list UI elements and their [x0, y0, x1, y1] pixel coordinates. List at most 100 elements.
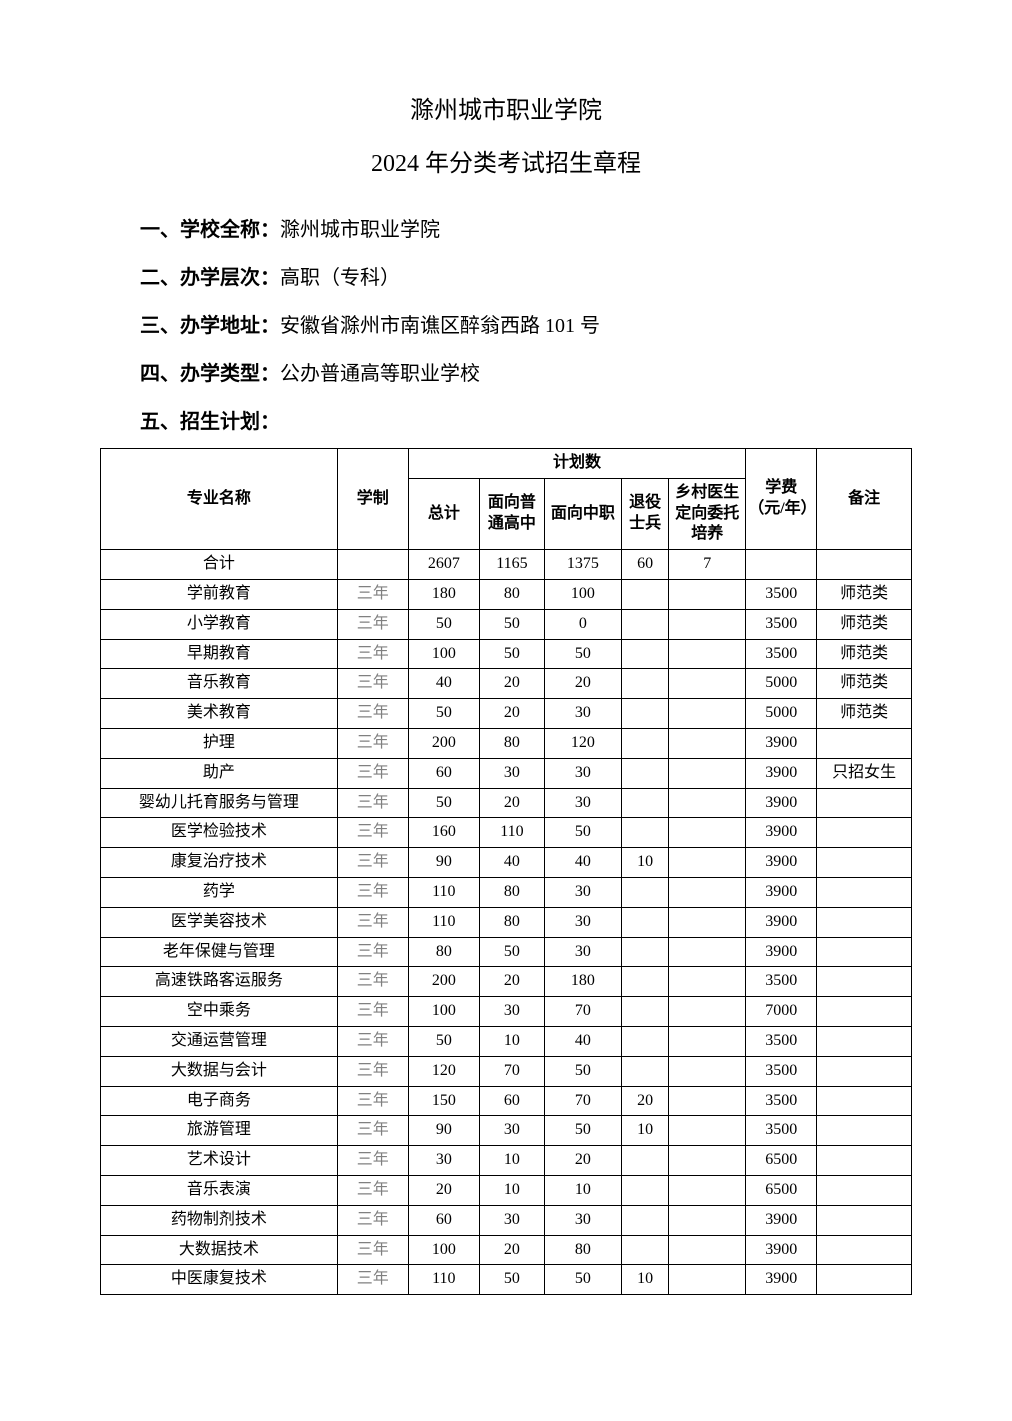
cell-fee: 3500 [746, 967, 817, 997]
header-note: 备注 [817, 449, 912, 550]
cell-zhongzhi: 20 [544, 669, 621, 699]
cell-zhongzhi: 30 [544, 877, 621, 907]
cell-zhongzhi: 50 [544, 1116, 621, 1146]
cell-fee: 3500 [746, 609, 817, 639]
table-row: 音乐表演三年2010106500 [101, 1175, 912, 1205]
cell-major: 大数据技术 [101, 1235, 338, 1265]
cell-total: 2607 [408, 550, 479, 580]
cell-rural [669, 1175, 746, 1205]
cell-gaozhong: 30 [479, 1205, 544, 1235]
section-line: 四、办学类型：公办普通高等职业学校 [100, 352, 912, 396]
cell-note: 师范类 [817, 609, 912, 639]
cell-zhongzhi: 100 [544, 579, 621, 609]
table-row: 高速铁路客运服务三年200201803500 [101, 967, 912, 997]
cell-note [817, 1116, 912, 1146]
section-label: 二、办学层次： [140, 267, 280, 289]
cell-note [817, 967, 912, 997]
cell-rural [669, 728, 746, 758]
cell-total: 100 [408, 997, 479, 1027]
cell-soldier: 10 [621, 1265, 668, 1295]
cell-soldier [621, 1056, 668, 1086]
cell-rural [669, 818, 746, 848]
cell-major: 助产 [101, 758, 338, 788]
cell-total: 150 [408, 1086, 479, 1116]
cell-total: 30 [408, 1146, 479, 1176]
cell-gaozhong: 80 [479, 907, 544, 937]
cell-fee: 3900 [746, 937, 817, 967]
cell-note: 只招女生 [817, 758, 912, 788]
cell-duration: 三年 [337, 728, 408, 758]
cell-total: 90 [408, 848, 479, 878]
cell-zhongzhi: 30 [544, 788, 621, 818]
table-row: 学前教育三年180801003500师范类 [101, 579, 912, 609]
section-value: 安徽省滁州市南谯区醉翁西路 101 号 [280, 315, 600, 337]
cell-gaozhong: 50 [479, 937, 544, 967]
cell-note: 师范类 [817, 699, 912, 729]
cell-zhongzhi: 30 [544, 937, 621, 967]
cell-fee: 3900 [746, 848, 817, 878]
cell-gaozhong: 80 [479, 728, 544, 758]
cell-major: 药物制剂技术 [101, 1205, 338, 1235]
section-label: 一、学校全称： [140, 219, 280, 241]
cell-total: 100 [408, 639, 479, 669]
cell-gaozhong: 50 [479, 639, 544, 669]
table-row: 艺术设计三年3010206500 [101, 1146, 912, 1176]
cell-rural [669, 907, 746, 937]
cell-note [817, 1056, 912, 1086]
cell-note [817, 1175, 912, 1205]
cell-zhongzhi: 40 [544, 1026, 621, 1056]
cell-major: 高速铁路客运服务 [101, 967, 338, 997]
cell-total: 60 [408, 758, 479, 788]
cell-soldier [621, 579, 668, 609]
plan-table: 专业名称 学制 计划数 学费（元/年） 备注 总计 面向普通高中 面向中职 退役… [100, 448, 912, 1295]
cell-major: 音乐教育 [101, 669, 338, 699]
table-row: 医学检验技术三年160110503900 [101, 818, 912, 848]
cell-major: 合计 [101, 550, 338, 580]
cell-gaozhong: 30 [479, 758, 544, 788]
cell-zhongzhi: 1375 [544, 550, 621, 580]
cell-total: 110 [408, 907, 479, 937]
cell-soldier [621, 1175, 668, 1205]
cell-duration: 三年 [337, 1265, 408, 1295]
table-row: 旅游管理三年903050103500 [101, 1116, 912, 1146]
cell-note [817, 788, 912, 818]
cell-total: 50 [408, 609, 479, 639]
cell-rural [669, 1086, 746, 1116]
cell-zhongzhi: 50 [544, 818, 621, 848]
cell-gaozhong: 80 [479, 579, 544, 609]
cell-major: 老年保健与管理 [101, 937, 338, 967]
cell-major: 医学检验技术 [101, 818, 338, 848]
cell-major: 艺术设计 [101, 1146, 338, 1176]
cell-note [817, 1265, 912, 1295]
cell-gaozhong: 60 [479, 1086, 544, 1116]
cell-note [817, 1146, 912, 1176]
cell-rural [669, 1026, 746, 1056]
section-value: 公办普通高等职业学校 [280, 363, 480, 385]
cell-major: 大数据与会计 [101, 1056, 338, 1086]
cell-major: 空中乘务 [101, 997, 338, 1027]
cell-soldier [621, 788, 668, 818]
cell-rural [669, 699, 746, 729]
cell-zhongzhi: 20 [544, 1146, 621, 1176]
cell-soldier [621, 669, 668, 699]
section-label: 五、招生计划： [140, 411, 280, 433]
cell-total: 200 [408, 967, 479, 997]
section-label: 三、办学地址： [140, 315, 280, 337]
cell-gaozhong: 80 [479, 877, 544, 907]
cell-zhongzhi: 70 [544, 1086, 621, 1116]
header-total: 总计 [408, 478, 479, 549]
cell-soldier [621, 967, 668, 997]
table-row: 中医康复技术三年1105050103900 [101, 1265, 912, 1295]
section-value: 滁州城市职业学院 [280, 219, 440, 241]
table-row: 助产三年6030303900只招女生 [101, 758, 912, 788]
cell-note [817, 1205, 912, 1235]
cell-major: 早期教育 [101, 639, 338, 669]
cell-rural [669, 967, 746, 997]
cell-rural [669, 758, 746, 788]
cell-rural [669, 1146, 746, 1176]
cell-rural [669, 997, 746, 1027]
cell-gaozhong: 10 [479, 1146, 544, 1176]
table-row: 交通运营管理三年5010403500 [101, 1026, 912, 1056]
cell-note [817, 818, 912, 848]
header-plan-group: 计划数 [408, 449, 745, 479]
